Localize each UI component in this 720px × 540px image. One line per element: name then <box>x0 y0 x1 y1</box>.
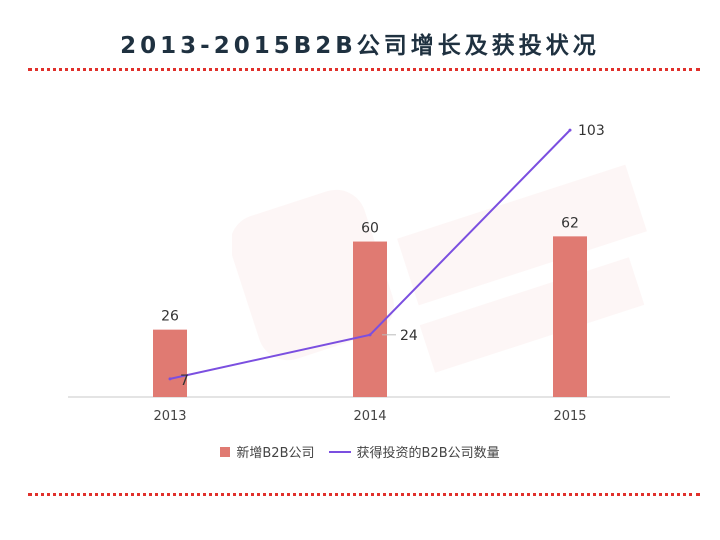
legend: 新增B2B公司 获得投资的B2B公司数量 <box>0 442 720 461</box>
top-divider <box>28 68 700 71</box>
x-tick-label: 2014 <box>353 409 386 424</box>
bar <box>553 236 587 397</box>
line-data-label: 24 <box>400 328 418 344</box>
line-point <box>568 128 572 132</box>
legend-bar-label: 新增B2B公司 <box>236 446 315 461</box>
x-tick-label: 2013 <box>153 409 186 424</box>
legend-bar-swatch <box>220 446 231 457</box>
bar-data-label: 26 <box>161 309 179 325</box>
bar <box>153 329 187 397</box>
legend-line-swatch <box>328 450 351 453</box>
x-tick-label: 2015 <box>553 409 586 424</box>
line-point <box>168 377 172 381</box>
line-point <box>368 333 372 337</box>
line-data-label: 7 <box>180 373 189 389</box>
bottom-divider <box>28 493 700 496</box>
legend-item-bar: 新增B2B公司 <box>220 442 315 461</box>
bar-data-label: 60 <box>361 221 379 237</box>
chart-title: 2013-2015B2B公司增长及获投状况 <box>120 33 600 59</box>
legend-item-line: 获得投资的B2B公司数量 <box>328 442 500 461</box>
bar-data-label: 62 <box>561 215 579 231</box>
bar <box>353 241 387 397</box>
line-data-label: 103 <box>578 123 605 139</box>
legend-line-label: 获得投资的B2B公司数量 <box>356 446 500 461</box>
